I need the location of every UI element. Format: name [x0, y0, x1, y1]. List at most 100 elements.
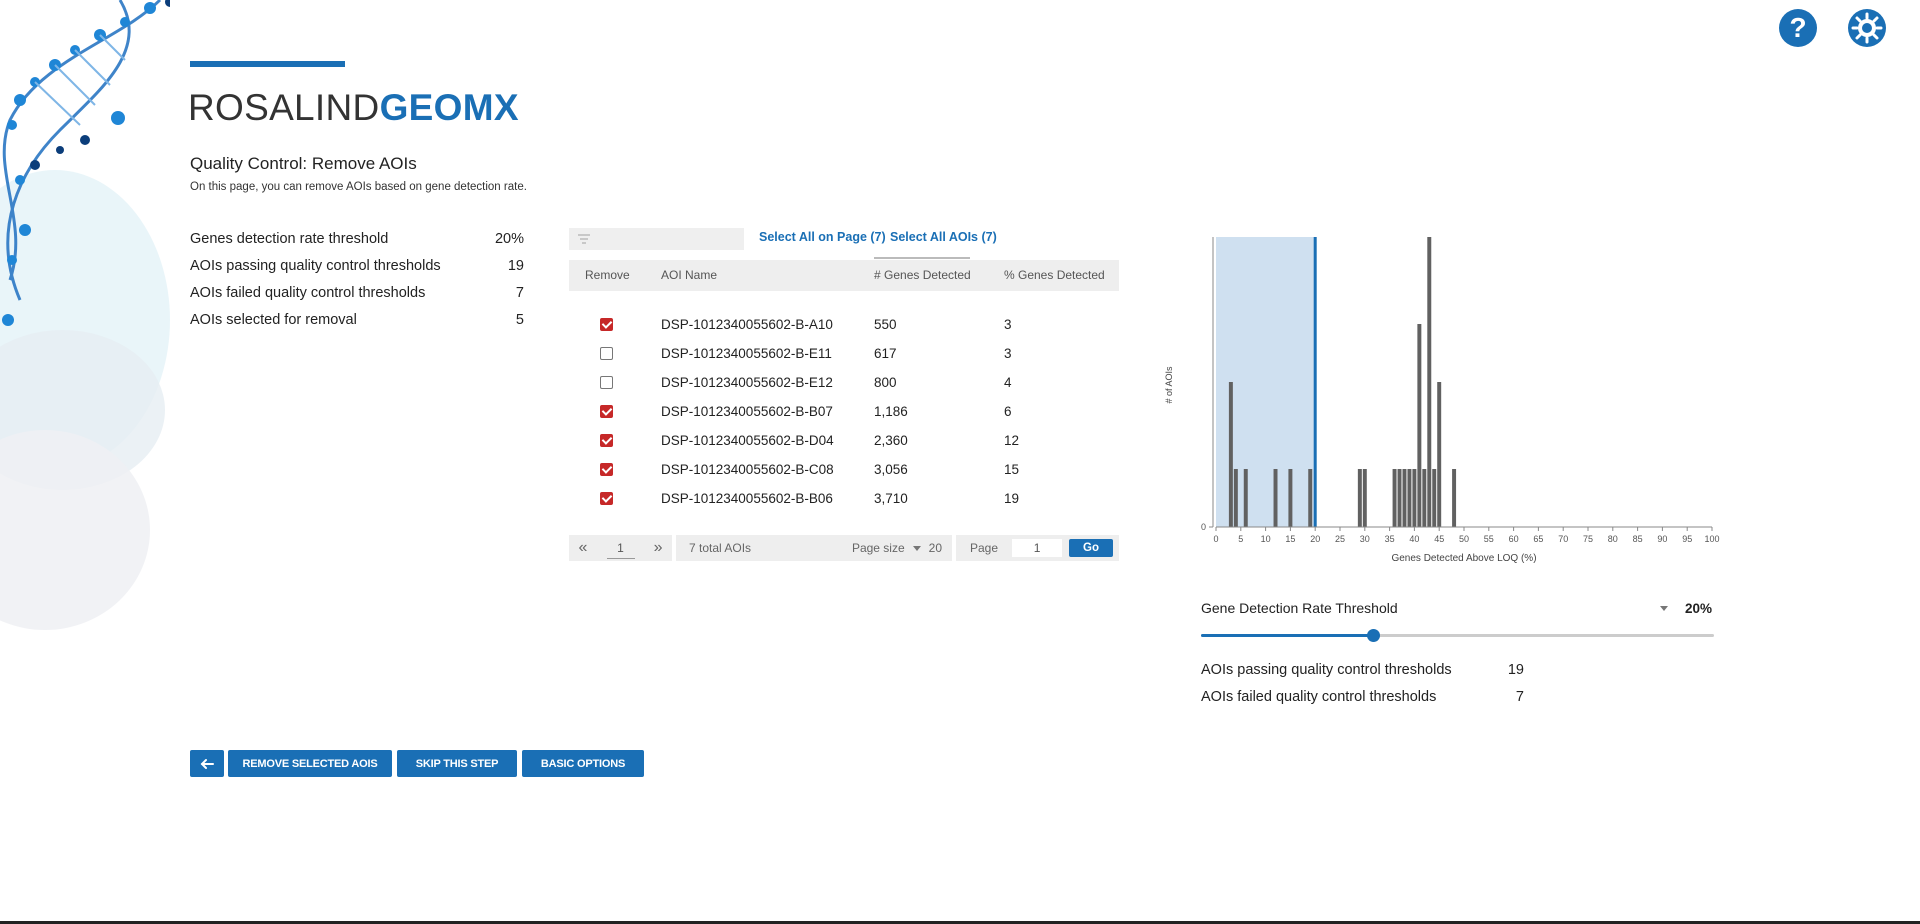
- x-tick-label: 0: [1213, 534, 1218, 544]
- dna-background-decoration: [0, 0, 170, 630]
- aoi-name-cell: DSP-1012340055602-B-E12: [661, 375, 833, 390]
- histogram-bar: [1427, 237, 1432, 527]
- remove-selected-aois-button[interactable]: REMOVE SELECTED AOIS: [228, 750, 392, 777]
- remove-checkbox[interactable]: [600, 492, 613, 505]
- histogram-bar: [1362, 469, 1367, 527]
- go-button[interactable]: Go: [1069, 539, 1114, 557]
- histogram-bar: [1228, 382, 1233, 527]
- stat-row: AOIs failed quality control thresholds 7: [1201, 683, 1524, 710]
- page-size-value[interactable]: 20: [928, 541, 942, 555]
- gene-detection-histogram: 0 5 10 15 20 25 30 35 40 45 50 55 60 65 70 75 80 85 90 95 10…: [1164, 237, 1720, 564]
- remove-checkbox[interactable]: [600, 318, 613, 331]
- stat-value: 20%: [494, 230, 524, 247]
- back-button[interactable]: [190, 750, 224, 777]
- stat-label: AOIs passing quality control thresholds: [190, 257, 441, 274]
- column-header-pct-genes-detected[interactable]: % Genes Detected: [1004, 268, 1105, 282]
- column-header-genes-detected[interactable]: # Genes Detected: [874, 268, 971, 282]
- page-size-label: Page size: [851, 541, 905, 555]
- remove-checkbox[interactable]: [600, 463, 613, 476]
- histogram-bar: [1402, 469, 1407, 527]
- table-filter-input[interactable]: [569, 228, 744, 250]
- basic-options-button[interactable]: BASIC OPTIONS: [522, 750, 644, 777]
- page-size-dropdown-caret[interactable]: [912, 545, 921, 551]
- column-header-aoi-name[interactable]: AOI Name: [661, 268, 718, 282]
- stat-label: AOIs failed quality control thresholds: [1201, 688, 1437, 705]
- histogram-bar: [1452, 469, 1457, 527]
- previous-page-icon[interactable]: «: [578, 539, 588, 556]
- genes-detected-cell: 617: [874, 346, 897, 361]
- remove-checkbox[interactable]: [600, 434, 613, 447]
- pct-genes-detected-cell: 4: [1004, 375, 1012, 390]
- slider-fill: [1201, 634, 1374, 637]
- settings-gear-icon[interactable]: [1848, 9, 1886, 47]
- stat-row: AOIs failed quality control thresholds 7: [190, 279, 524, 306]
- stat-row: AOIs passing quality control thresholds 1…: [1201, 656, 1524, 683]
- x-tick-label: 65: [1533, 534, 1543, 544]
- stat-value: 7: [1515, 688, 1524, 705]
- table-row: DSP-1012340055602-B-E11 617 3: [569, 339, 1119, 368]
- y-tick-label: 0: [1201, 522, 1206, 532]
- histogram-bar: [1417, 324, 1422, 527]
- x-tick-label: 75: [1583, 534, 1593, 544]
- histogram-bar: [1392, 469, 1397, 527]
- x-tick-label: 20: [1310, 534, 1320, 544]
- aoi-name-cell: DSP-1012340055602-B-D04: [661, 433, 834, 448]
- genes-detected-cell: 3,056: [874, 462, 908, 477]
- genes-detected-cell: 550: [874, 317, 897, 332]
- stat-value: 19: [507, 257, 524, 274]
- x-tick-label: 35: [1385, 534, 1395, 544]
- stat-label: AOIs failed quality control thresholds: [190, 284, 426, 301]
- gear-icon: [1851, 12, 1883, 44]
- logo-text-rosalind: ROSALIND: [188, 87, 380, 128]
- x-tick-label: 55: [1484, 534, 1494, 544]
- help-icon[interactable]: ?: [1779, 9, 1817, 47]
- histogram-bar: [1437, 382, 1442, 527]
- histogram-bar: [1243, 469, 1248, 527]
- x-tick-label: 60: [1509, 534, 1519, 544]
- pct-genes-detected-cell: 3: [1004, 346, 1012, 361]
- remove-checkbox[interactable]: [600, 347, 613, 360]
- remove-checkbox[interactable]: [600, 376, 613, 389]
- select-all-aois-link[interactable]: Select All AOIs (7): [890, 230, 997, 244]
- next-page-icon[interactable]: »: [653, 539, 663, 556]
- aoi-name-cell: DSP-1012340055602-B-B06: [661, 491, 833, 506]
- select-all-on-page-link[interactable]: Select All on Page (7): [759, 230, 886, 244]
- threshold-slider[interactable]: [1201, 629, 1714, 642]
- stat-label: Genes detection rate threshold: [190, 230, 389, 247]
- x-tick-label: 70: [1558, 534, 1568, 544]
- current-page-input[interactable]: [606, 537, 635, 559]
- page-label: Page: [970, 541, 999, 555]
- stat-row: Genes detection rate threshold 20%: [190, 225, 524, 252]
- bottom-border: [0, 921, 1920, 924]
- select-all-underline: [874, 257, 970, 259]
- histogram-bar: [1412, 469, 1417, 527]
- table-header: Remove AOI Name # Genes Detected % Genes…: [569, 260, 1119, 291]
- logo-text-geomx: GEOMX: [379, 87, 519, 128]
- stat-value: 5: [515, 311, 524, 328]
- y-axis-label: # of AOIs: [1164, 366, 1174, 404]
- table-row: DSP-1012340055602-B-A10 550 3: [569, 310, 1119, 339]
- x-tick-label: 10: [1261, 534, 1271, 544]
- histogram-bar: [1288, 469, 1293, 527]
- threshold-dropdown-caret[interactable]: [1660, 606, 1668, 611]
- x-tick-label: 85: [1633, 534, 1643, 544]
- skip-this-step-button[interactable]: SKIP THIS STEP: [397, 750, 517, 777]
- remove-checkbox[interactable]: [600, 405, 613, 418]
- histogram-bar: [1308, 469, 1313, 527]
- threshold-value: 20%: [1685, 601, 1713, 616]
- pager-nav: « »: [569, 535, 672, 561]
- column-header-remove[interactable]: Remove: [585, 268, 630, 282]
- total-aois-label: 7 total AOIs: [689, 541, 752, 555]
- goto-page-input[interactable]: [1012, 539, 1063, 557]
- aoi-table-body: DSP-1012340055602-B-A10 550 3 DSP-101234005…: [569, 310, 1119, 513]
- header-accent-bar: [190, 61, 345, 67]
- page-title: Quality Control: Remove AOIs: [190, 154, 417, 173]
- slider-thumb[interactable]: [1367, 629, 1381, 642]
- pager-goto: Page Go: [956, 535, 1119, 561]
- pct-genes-detected-cell: 12: [1004, 433, 1020, 448]
- threshold-result-stats: AOIs passing quality control thresholds 1…: [1201, 656, 1524, 710]
- aoi-name-cell: DSP-1012340055602-B-B07: [661, 404, 833, 419]
- qc-summary-stats: Genes detection rate threshold 20% AOIs p…: [190, 225, 524, 333]
- filter-icon: [578, 234, 590, 244]
- stat-row: AOIs selected for removal 5: [190, 306, 524, 333]
